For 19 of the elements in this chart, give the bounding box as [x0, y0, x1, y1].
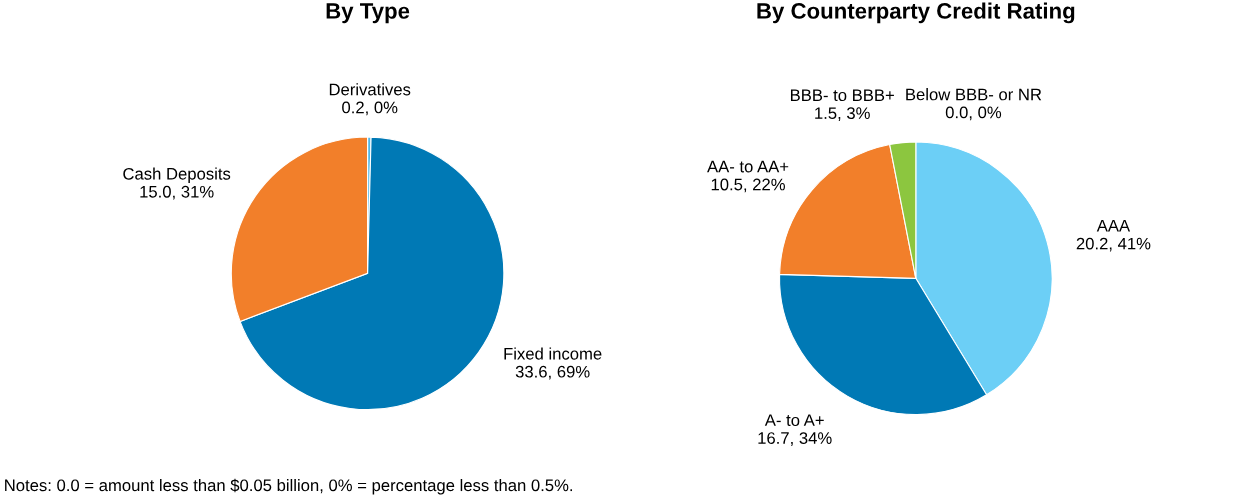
slice-label: A- to A+	[764, 414, 824, 427]
text: Notes: 0.0 = amount less than $0.05 billion, 0% = percentage less than 0.5%.	[5, 478, 573, 495]
slice-label: Fixed income	[504, 347, 602, 360]
data-label: 15.0, 31%	[140, 185, 214, 200]
data-label: 1.5, 3%	[815, 107, 870, 121]
chart-title: By Type	[326, 3, 410, 24]
slice-label: AA- to AA+	[707, 160, 789, 173]
text: 0.0, 0%	[945, 106, 1002, 121]
slice-label: Derivatives	[329, 83, 411, 96]
category-label: Below BBB- or NR	[906, 88, 1042, 101]
chart-title: By Counterparty Credit Rating	[757, 2, 1075, 24]
data-label: 16.7, 34%	[758, 432, 832, 446]
data-label: 20.2, 41%	[1076, 237, 1151, 252]
data-label: 10.5, 22%	[711, 178, 785, 193]
slice-label: BBB- to BBB+	[790, 89, 894, 102]
slice-label: AAA	[1096, 219, 1131, 232]
data-label: 33.6, 69%	[515, 365, 590, 380]
slice-label: Cash Deposits	[123, 167, 231, 183]
data-label: 0.2, 0%	[342, 101, 398, 116]
